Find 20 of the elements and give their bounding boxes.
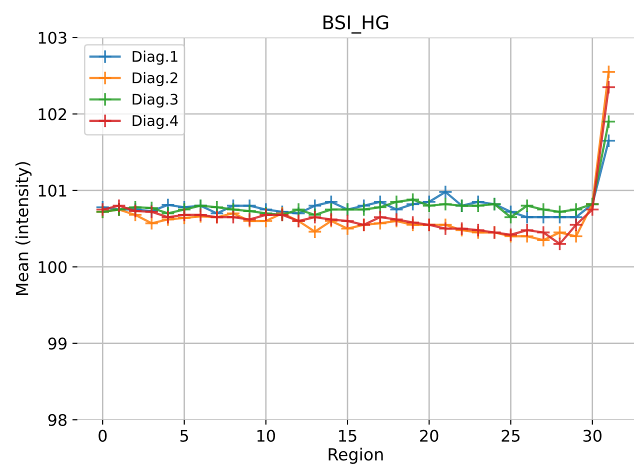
y-tick-label: 98	[48, 414, 67, 426]
y-tick-label: 101	[38, 184, 66, 197]
legend-label: Diag.4	[132, 114, 178, 129]
chart-title: BSI_HG	[324, 15, 388, 34]
x-tick-label: 15	[339, 430, 356, 442]
legend-label: Diag.2	[132, 72, 178, 86]
legend-label: Diag.3	[132, 93, 178, 108]
x-axis-title: Region	[328, 448, 383, 464]
x-tick-label: 20	[420, 430, 438, 442]
y-tick-label: 103	[38, 32, 66, 44]
x-tick-label: 10	[257, 430, 275, 442]
x-tick-label: 25	[502, 430, 520, 442]
y-tick-label: 100	[38, 261, 67, 274]
x-tick-label: 0	[98, 430, 107, 442]
y-axis-title: Mean (intensity)	[15, 162, 32, 295]
x-tick-label: 5	[180, 430, 188, 442]
y-tick-label: 99	[48, 338, 66, 350]
x-tick-label: 30	[583, 430, 602, 442]
legend-label: Diag.1	[132, 50, 178, 65]
y-tick-label: 102	[38, 108, 66, 120]
